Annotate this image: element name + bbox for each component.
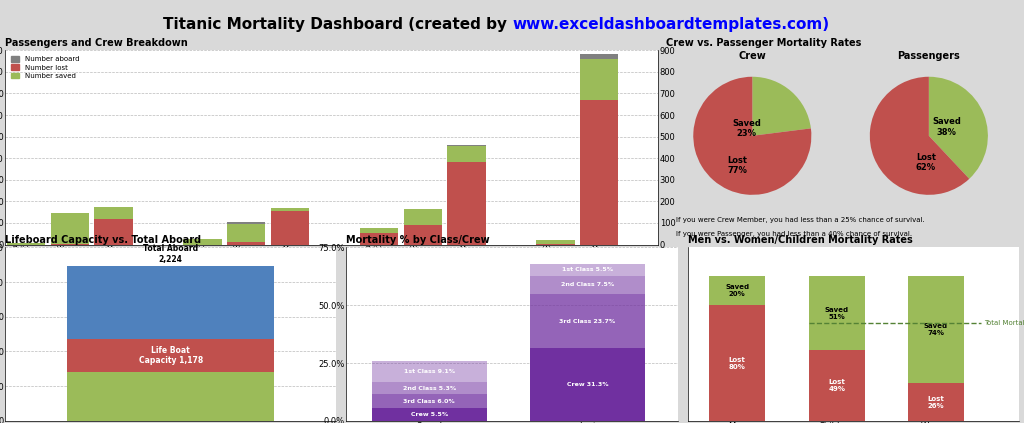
Bar bbox=[359, 233, 398, 244]
Bar bbox=[372, 394, 486, 408]
Text: 2nd Class 5.3%: 2nd Class 5.3% bbox=[402, 386, 456, 390]
Text: Total Saved
710: Total Saved 710 bbox=[145, 387, 196, 406]
Text: 3rd Class 6.0%: 3rd Class 6.0% bbox=[403, 399, 455, 404]
Bar bbox=[227, 242, 265, 244]
Text: Crew 31.3%: Crew 31.3% bbox=[567, 382, 608, 387]
Text: Crew vs. Passenger Mortality Rates: Crew vs. Passenger Mortality Rates bbox=[666, 38, 861, 48]
Bar bbox=[359, 228, 398, 233]
Bar bbox=[68, 266, 274, 421]
Text: 1st Class 5.5%: 1st Class 5.5% bbox=[562, 267, 613, 272]
Bar bbox=[447, 145, 485, 244]
Bar bbox=[68, 339, 274, 421]
Bar bbox=[183, 239, 221, 244]
Bar bbox=[809, 350, 865, 421]
Bar bbox=[581, 54, 618, 244]
Text: Lost
26%: Lost 26% bbox=[928, 396, 944, 409]
Bar bbox=[403, 225, 441, 244]
Bar bbox=[908, 383, 965, 421]
Text: 1st Class 9.1%: 1st Class 9.1% bbox=[403, 369, 455, 374]
Text: Saved
51%: Saved 51% bbox=[824, 307, 849, 320]
Text: Life Boat
Capacity 1,178: Life Boat Capacity 1,178 bbox=[138, 346, 203, 365]
Bar bbox=[530, 294, 645, 349]
Bar bbox=[359, 228, 398, 244]
Bar bbox=[50, 214, 89, 244]
Bar bbox=[908, 276, 965, 383]
Bar bbox=[271, 208, 309, 212]
Text: Passengers and Crew Breakdown: Passengers and Crew Breakdown bbox=[5, 38, 187, 48]
Text: Lost
49%: Lost 49% bbox=[828, 379, 845, 392]
Bar bbox=[447, 162, 485, 244]
Bar bbox=[94, 207, 133, 244]
Bar bbox=[372, 408, 486, 421]
Text: 2nd Class 7.5%: 2nd Class 7.5% bbox=[561, 283, 614, 287]
Bar bbox=[227, 222, 265, 244]
Bar bbox=[530, 264, 645, 276]
Bar bbox=[809, 276, 865, 350]
Bar bbox=[50, 214, 89, 244]
Bar bbox=[403, 209, 441, 244]
Bar bbox=[372, 382, 486, 394]
Text: If you were Passenger, you had less than a 40% chance of survival.: If you were Passenger, you had less than… bbox=[677, 231, 912, 237]
Bar bbox=[709, 276, 766, 305]
Bar bbox=[403, 209, 441, 225]
Bar bbox=[183, 239, 221, 244]
Text: 2nd Class: 2nd Class bbox=[226, 270, 266, 279]
Text: Mortality % by Class/Crew: Mortality % by Class/Crew bbox=[346, 235, 489, 245]
Bar bbox=[372, 361, 486, 382]
Bar bbox=[94, 219, 133, 244]
Bar bbox=[709, 305, 766, 421]
Bar bbox=[271, 208, 309, 244]
Bar bbox=[447, 146, 485, 162]
Text: Total Aboard
2,224: Total Aboard 2,224 bbox=[143, 244, 199, 264]
Text: www.exceldashboardtemplates.com): www.exceldashboardtemplates.com) bbox=[512, 17, 829, 32]
Bar bbox=[530, 276, 645, 294]
Text: Saved
20%: Saved 20% bbox=[725, 284, 750, 297]
Text: If you were Crew Member, you had less than a 25% chance of survival.: If you were Crew Member, you had less th… bbox=[677, 217, 925, 223]
Text: 3rd Class 23.7%: 3rd Class 23.7% bbox=[559, 319, 615, 324]
Bar bbox=[537, 239, 574, 244]
Bar bbox=[537, 239, 574, 244]
Bar bbox=[68, 371, 274, 421]
Text: Men vs. Women/Children Mortality Rates: Men vs. Women/Children Mortality Rates bbox=[687, 235, 912, 245]
Bar bbox=[7, 243, 45, 244]
Text: Lifeboard Capacity vs. Total Aboard: Lifeboard Capacity vs. Total Aboard bbox=[5, 235, 202, 245]
Bar bbox=[581, 100, 618, 244]
Text: Crew: Crew bbox=[566, 270, 588, 279]
Bar bbox=[271, 212, 309, 244]
Text: 1st Class: 1st Class bbox=[51, 270, 88, 279]
Text: Crew 5.5%: Crew 5.5% bbox=[411, 412, 447, 417]
Bar bbox=[227, 225, 265, 242]
Text: Saved
74%: Saved 74% bbox=[924, 323, 948, 336]
Text: Titanic Mortality Dashboard (created by: Titanic Mortality Dashboard (created by bbox=[163, 17, 512, 32]
Text: 3rd Class: 3rd Class bbox=[403, 270, 442, 279]
Bar bbox=[581, 58, 618, 100]
Text: Total Mortality 68%: Total Mortality 68% bbox=[984, 319, 1024, 326]
Bar bbox=[530, 349, 645, 421]
Bar bbox=[94, 207, 133, 219]
Legend: Number aboard, Number lost, Number saved: Number aboard, Number lost, Number saved bbox=[8, 54, 81, 81]
Text: Lost
80%: Lost 80% bbox=[729, 357, 745, 370]
